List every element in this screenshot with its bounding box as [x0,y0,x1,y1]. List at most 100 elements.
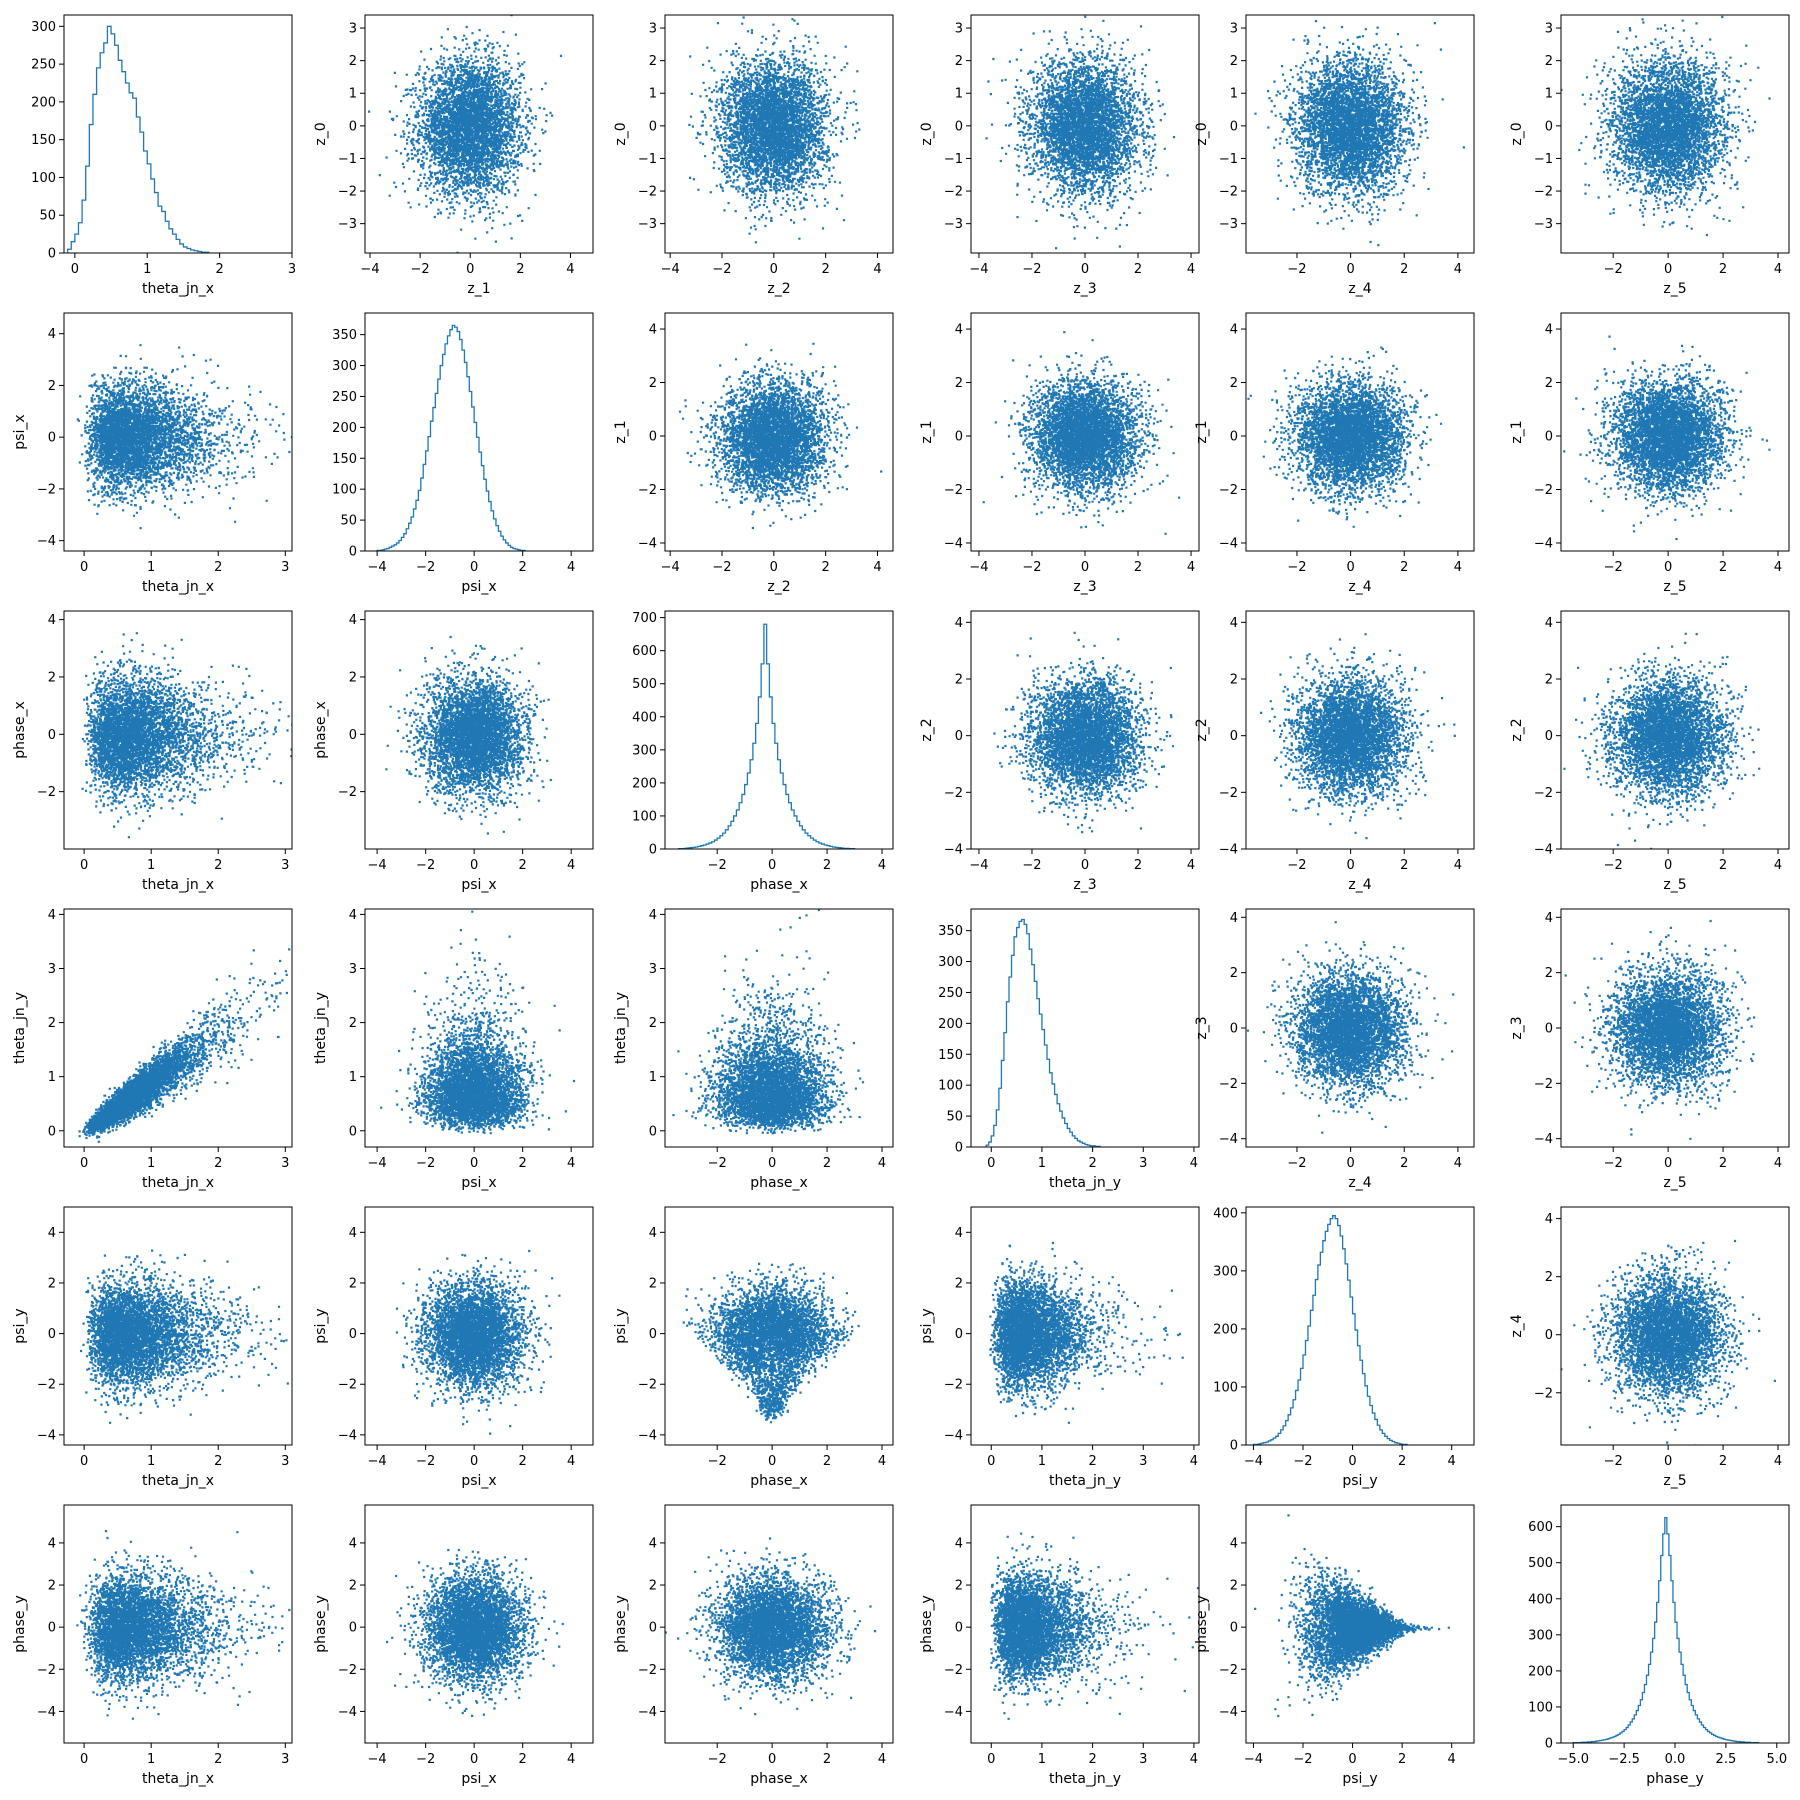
x-axis-label: z_3 [1073,579,1096,595]
x-tick-label: −4 [368,1752,387,1767]
plot-area [1224,633,1456,839]
x-axis-label: z_5 [1663,579,1686,595]
x-tick-label: 1 [147,560,155,575]
y-tick-label: −2 [338,1663,357,1678]
y-tick-label: 4 [48,327,56,342]
x-tick-label: 3 [1139,1156,1147,1171]
y-tick-label: −4 [1534,536,1553,551]
y-tick-label: 0 [48,247,56,262]
x-tick-label: 2 [1134,858,1142,873]
y-tick-label: 2 [1545,673,1553,688]
x-axis-label: z_4 [1348,1175,1371,1191]
y-tick-label: −3 [1219,217,1238,232]
plot-area [986,920,1100,1147]
x-tick-label: 2 [519,560,527,575]
y-tick-label: −4 [37,1428,56,1443]
y-tick-label: 2 [1230,966,1238,981]
y-tick-label: −4 [37,1705,56,1720]
x-axis-label: psi_y [1342,1473,1377,1489]
x-tick-label: 1 [147,1156,155,1171]
y-axis-label: phase_y [919,1595,935,1653]
x-axis-label: theta_jn_x [142,579,214,595]
x-axis-label: theta_jn_y [1049,1175,1121,1191]
plot-area [386,1549,564,1717]
x-tick-label: −2 [1604,262,1623,277]
scatter-points [672,883,864,1134]
y-tick-label: 0 [48,431,56,446]
x-tick-label: 3 [1139,1454,1147,1469]
x-tick-label: 0 [1664,560,1672,575]
x-tick-label: −4 [1244,1454,1263,1469]
y-tick-label: 0 [48,1327,56,1342]
x-tick-label: −2 [416,1156,435,1171]
y-tick-label: 1 [649,87,657,102]
y-tick-label: −1 [1534,152,1553,167]
x-axis-label: phase_y [1646,1771,1704,1787]
y-tick-label: 3 [349,22,357,37]
y-tick-label: 3 [1230,22,1238,37]
scatter-points [1563,336,1770,541]
scatter-points [683,1263,860,1423]
x-axis-label: phase_x [750,877,808,893]
x-tick-label: 0 [1348,1454,1356,1469]
x-tick-label: −4 [661,560,680,575]
y-tick-label: 150 [332,452,357,467]
y-tick-label: 4 [48,1536,56,1551]
x-tick-label: 0 [768,1752,776,1767]
y-tick-label: 0 [1230,1022,1238,1037]
y-axis-label: phase_y [1194,1595,1210,1653]
plot-area [1554,920,1755,1140]
x-tick-label: 2 [1400,1156,1408,1171]
y-tick-label: −4 [37,534,56,549]
y-axis-label: psi_y [12,1308,28,1343]
x-tick-label: 2 [519,1752,527,1767]
x-tick-label: 2 [1719,560,1727,575]
y-tick-label: 2 [1230,376,1238,391]
scatter-points [1563,633,1760,855]
y-tick-label: 200 [1528,1664,1553,1679]
x-tick-label: 2 [1134,560,1142,575]
x-tick-label: 4 [567,858,575,873]
y-tick-label: 1 [649,1070,657,1085]
y-tick-label: 0 [1230,1439,1238,1454]
x-tick-label: 0 [770,262,778,277]
y-tick-label: −1 [638,152,657,167]
x-axis-label: z_2 [767,579,790,595]
x-tick-label: 2 [823,1454,831,1469]
x-tick-label: 4 [1454,1156,1462,1171]
y-tick-label: −4 [638,536,657,551]
x-tick-label: −4 [969,262,988,277]
y-tick-label: 4 [1230,911,1238,926]
y-tick-label: −2 [338,185,357,200]
x-tick-label: −2 [708,858,727,873]
y-tick-label: −2 [37,482,56,497]
y-tick-label: −2 [37,1663,56,1678]
x-tick-label: 0 [80,1156,88,1171]
y-tick-label: 4 [955,1536,963,1551]
plot-area [396,1250,561,1435]
y-tick-label: 2 [1545,1270,1553,1285]
y-tick-label: 2 [649,54,657,69]
y-tick-label: 4 [1545,323,1553,338]
y-axis-label: psi_x [12,414,28,449]
x-tick-label: −4 [368,858,387,873]
x-tick-label: 0 [987,1454,995,1469]
axes-frame [971,909,1199,1147]
x-tick-label: 0 [768,1454,776,1469]
x-tick-label: 4 [567,560,575,575]
plot-area [68,26,209,253]
y-tick-label: 0 [955,729,963,744]
x-tick-label: 0 [470,1454,478,1469]
x-tick-label: 2 [1088,1156,1096,1171]
y-tick-label: 200 [332,421,357,436]
y-tick-label: 0 [349,545,357,560]
y-tick-label: 350 [938,924,963,939]
y-tick-label: 50 [39,209,56,224]
